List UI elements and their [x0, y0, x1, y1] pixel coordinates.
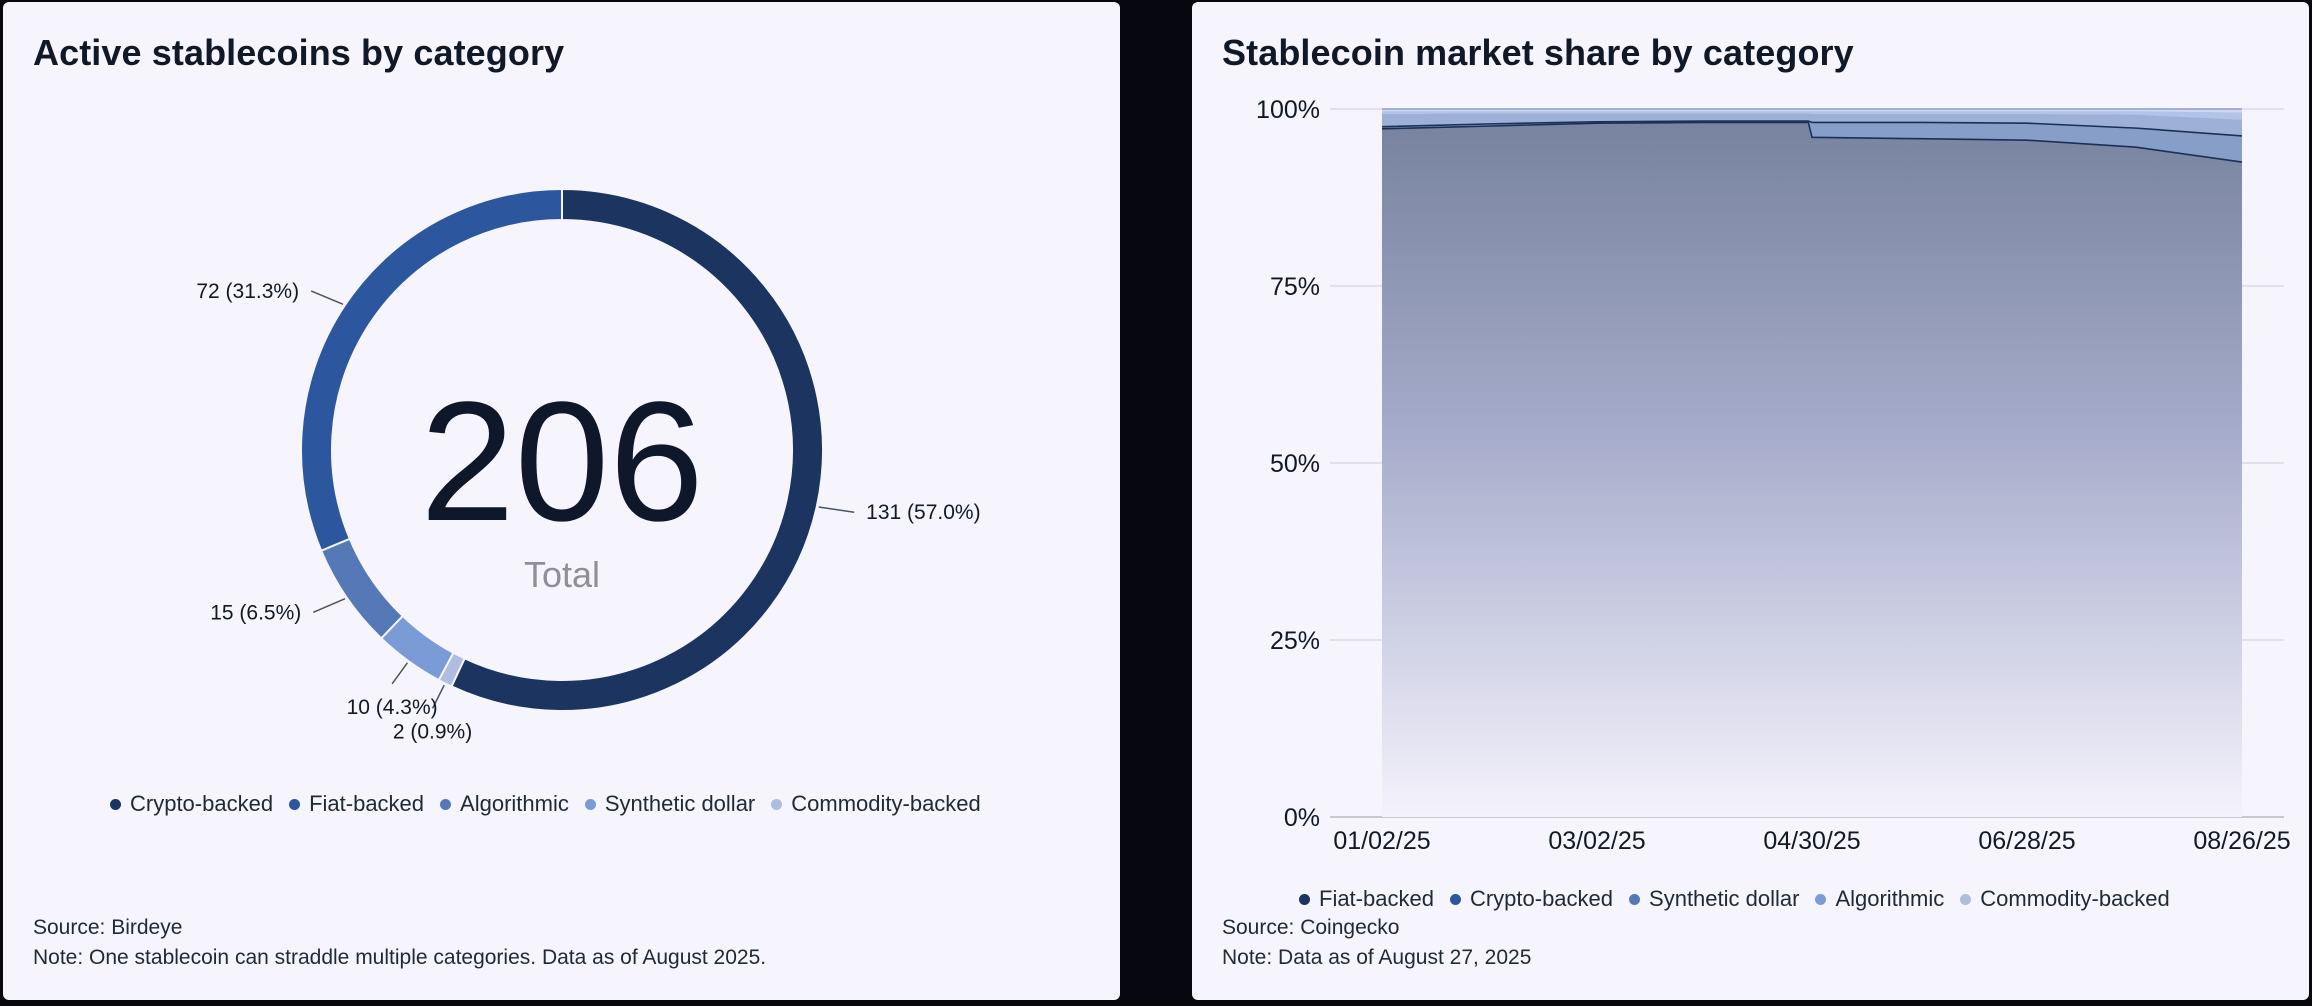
donut-legend-item-synthetic-dollar: Synthetic dollar [584, 791, 756, 817]
donut-legend-item-fiat-backed: Fiat-backed [289, 791, 424, 817]
area-x-tick-label: 06/28/25 [1978, 827, 2075, 855]
donut-chart: 131 (57.0%) 2 (0.9%)10 (4.3%) 15 (6.5%) 72 … [196, 187, 981, 743]
area-legend-item-fiat-backed: Fiat-backed [1299, 886, 1434, 912]
donut-leader-line [818, 506, 855, 513]
area-legend-dot-icon [1629, 893, 1641, 905]
donut-leader-line [310, 290, 344, 305]
area-chart-panel: Stablecoin market share by category 0% 25… [1192, 2, 2309, 1000]
donut-legend-dot-icon [440, 798, 452, 810]
area-x-tick-label: 03/02/25 [1548, 827, 1645, 855]
area-band-crypto-backed [1382, 121, 2242, 163]
area-band-synthetic-dollar [1382, 113, 2242, 136]
donut-slice-algorithmic [319, 537, 405, 640]
donut-legend-label: Commodity-backed [791, 791, 981, 816]
area-note: Note: Data as of August 27, 2025 [1222, 946, 1532, 969]
area-x-tick-label: 04/30/25 [1763, 827, 1860, 855]
area-source: Source: Coingecko [1222, 916, 1400, 939]
donut-source: Source: Birdeye [33, 916, 183, 939]
area-y-tick-label: 50% [1270, 450, 1320, 478]
donut-data-label-algorithmic: 15 (6.5%) [210, 601, 301, 624]
area-legend-dot-icon [1299, 893, 1310, 905]
area-legend-label: Synthetic dollar [1649, 886, 1800, 911]
area-series [1382, 109, 2242, 817]
area-x-tick-label: 08/26/25 [2193, 827, 2290, 855]
donut-data-label-crypto-backed: 131 (57.0%) [866, 501, 980, 524]
area-y-tick-label: 0% [1284, 804, 1320, 832]
donut-legend-label: Fiat-backed [309, 791, 425, 816]
donut-legend-item-commodity-backed: Commodity-backed [771, 791, 981, 817]
donut-legend-item-algorithmic: Algorithmic [440, 791, 569, 817]
donut-leader-lines [310, 290, 855, 709]
area-legend-item-commodity-backed: Commodity-backed [1960, 886, 2170, 912]
donut-legend-dot-icon [584, 798, 596, 810]
donut-slices [300, 187, 824, 712]
donut-chart-title: Active stablecoins by category [33, 32, 565, 73]
donut-leader-line [391, 662, 409, 685]
area-chart: 0% 25% 50% 75% 100% 01/02/25 03/02/25 04/30/25… [1256, 96, 2291, 855]
area-legend-dot-icon [1449, 893, 1461, 905]
donut-legend-label: Synthetic dollar [604, 791, 756, 816]
area-chart-title: Stablecoin market share by category [1222, 32, 1854, 73]
donut-total-value: 206 [420, 367, 704, 557]
donut-legend-label: Crypto-backed [130, 791, 274, 816]
donut-legend: Crypto-backed Fiat-backed Algorithmic Synth… [110, 791, 997, 817]
area-y-tick-label: 75% [1270, 273, 1320, 301]
donut-chart-panel: Active stablecoins by category 131 (57.0… [3, 2, 1120, 1000]
area-band-algorithmic [1382, 111, 2242, 120]
area-legend-item-synthetic-dollar: Synthetic dollar [1629, 886, 1799, 912]
area-y-tick-label: 25% [1270, 627, 1320, 655]
area-legend-label: Crypto-backed [1469, 886, 1614, 911]
donut-legend-item-crypto-backed: Crypto-backed [110, 791, 273, 817]
area-legend: Fiat-backed Crypto-backed Synthetic dollar… [1299, 886, 2186, 912]
area-y-tick-label: 100% [1256, 96, 1320, 124]
area-line-crypto-backed [1381, 120, 2243, 137]
donut-slice-fiat-backed [300, 187, 563, 553]
area-band-fiat-backed [1382, 122, 2242, 817]
donut-legend-dot-icon [771, 798, 783, 810]
donut-note: Note: One stablecoin can straddle multip… [33, 946, 767, 969]
area-x-tick-label: 01/02/25 [1333, 827, 1430, 855]
donut-leader-line [312, 598, 346, 613]
area-legend-item-algorithmic: Algorithmic [1815, 886, 1944, 912]
donut-legend-dot-icon [110, 798, 121, 810]
area-x-axis: 01/02/25 03/02/25 04/30/25 06/28/25 08/26/25 [1333, 827, 2290, 855]
area-band-commodity-backed [1382, 109, 2242, 113]
area-legend-dot-icon [1815, 893, 1827, 905]
area-legend-label: Fiat-backed [1319, 886, 1434, 911]
donut-leader-line [431, 684, 445, 709]
area-legend-label: Algorithmic [1835, 886, 1945, 911]
area-legend-label: Commodity-backed [1980, 886, 2170, 911]
donut-data-labels: 131 (57.0%) 2 (0.9%)10 (4.3%) 15 (6.5%) 72 … [196, 280, 980, 743]
donut-legend-dot-icon [289, 798, 301, 810]
donut-data-label-commodity-backed: 2 (0.9%) [393, 720, 472, 743]
area-legend-item-crypto-backed: Crypto-backed [1449, 886, 1614, 912]
donut-legend-label: Algorithmic [460, 791, 569, 816]
donut-data-label-fiat-backed: 72 (31.3%) [196, 280, 299, 303]
area-y-axis: 0% 25% 50% 75% 100% [1256, 96, 1320, 832]
area-line-fiat-backed [1381, 121, 2243, 163]
donut-total-label: Total [524, 554, 600, 595]
donut-data-label-synthetic-dollar: 10 (4.3%) [347, 696, 438, 719]
area-legend-dot-icon [1960, 893, 1972, 905]
area-series-lines [1381, 108, 2243, 163]
